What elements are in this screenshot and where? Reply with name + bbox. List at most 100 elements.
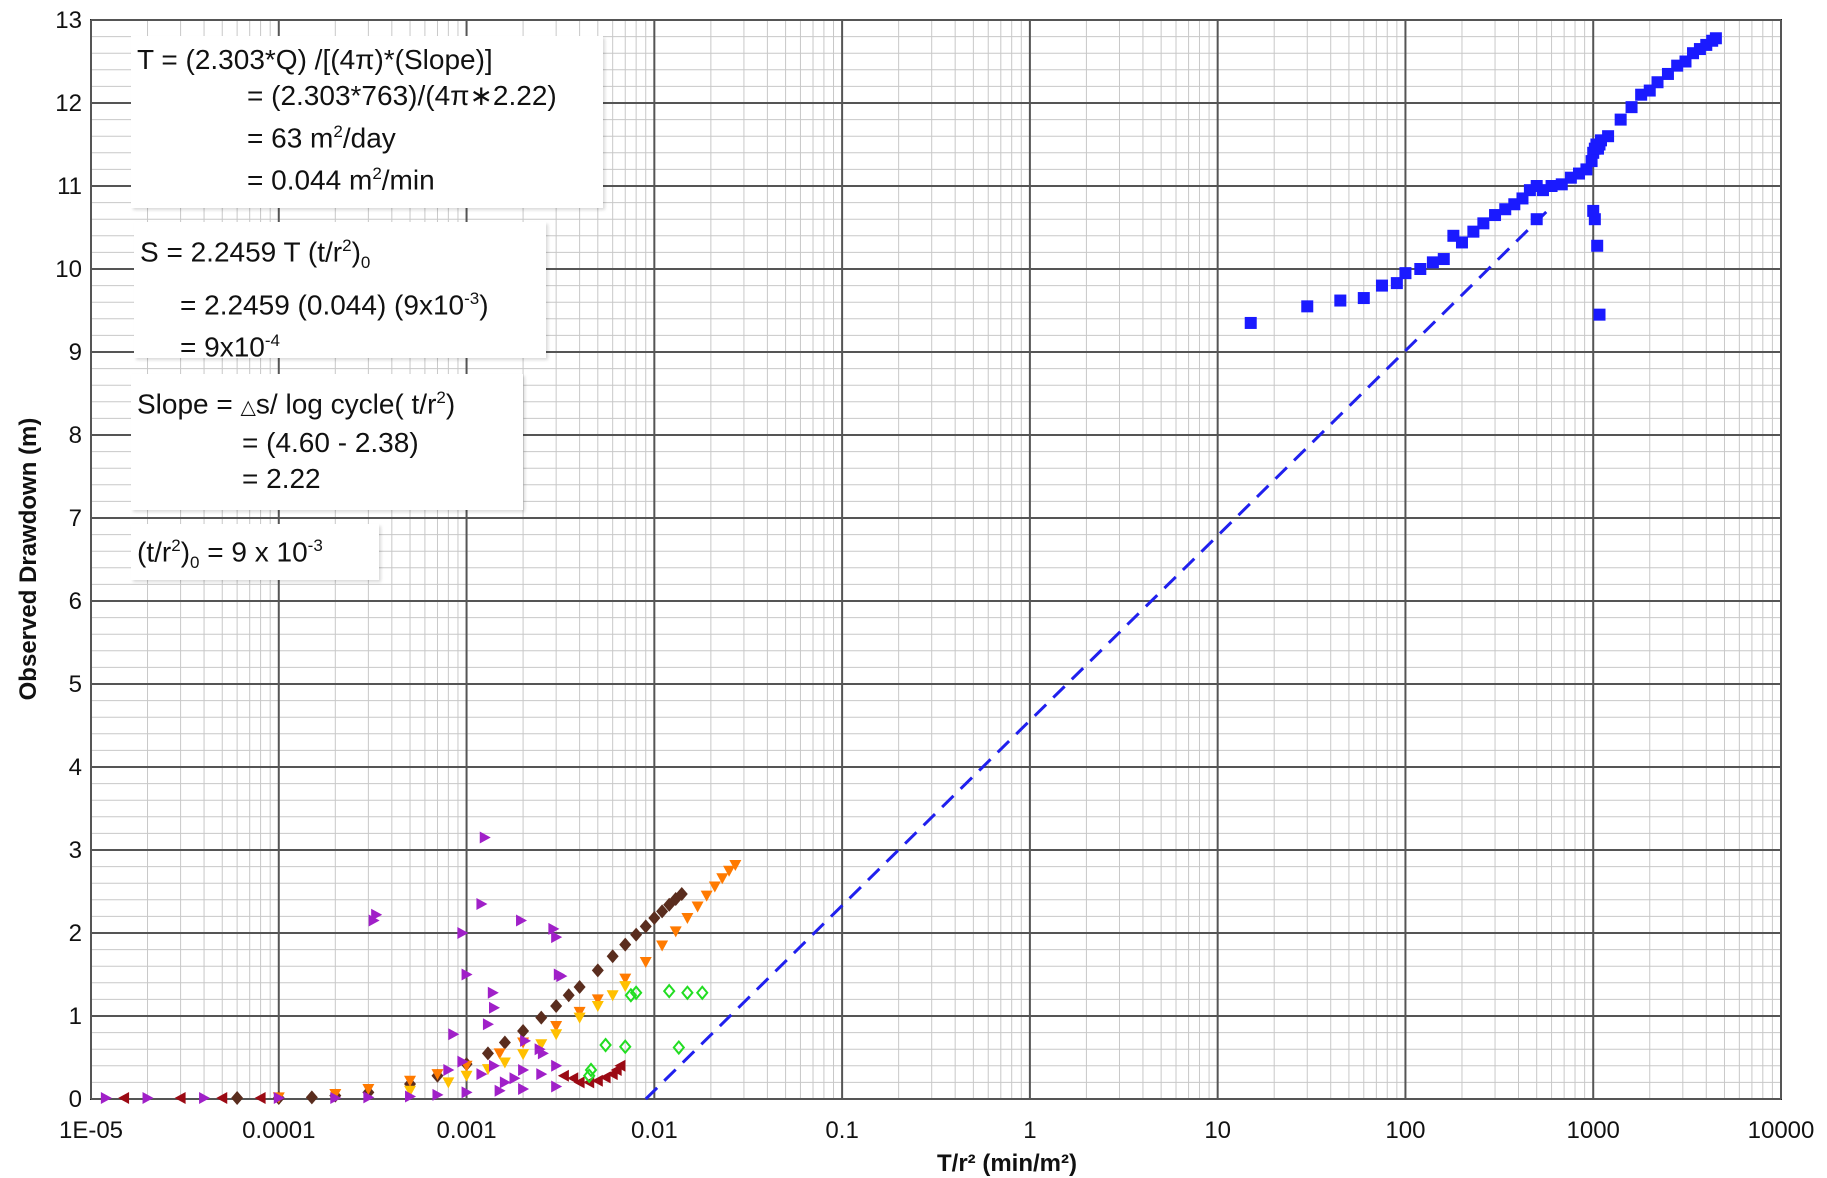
data-point-square [1357, 292, 1370, 305]
data-point-triangle-right [476, 1068, 488, 1081]
data-point-square [1499, 203, 1512, 216]
storativity-line-2-sup: -3 [464, 288, 480, 308]
x-tick-labels: 1E-05 0.0001 0.001 0.01 0.1 1 10 100 1000 10000 [59, 1117, 1814, 1144]
data-point-triangle-down [493, 1048, 506, 1060]
data-point-triangle-right [479, 831, 491, 844]
storativity-line-1-sup: 2 [342, 236, 352, 255]
data-point-triangle-left [174, 1092, 186, 1104]
data-point-triangle-left [254, 1092, 266, 1104]
data-point-triangle-right [494, 1084, 506, 1097]
data-point-triangle-down [716, 873, 729, 885]
data-point-square [1390, 277, 1403, 290]
data-point-triangle-down [708, 881, 721, 893]
storativity-line-1-sub: 0 [360, 252, 371, 272]
x-tick-label: 10 [1204, 1117, 1231, 1144]
data-point-triangle-right [520, 1034, 532, 1047]
slope-line-1-close: ) [445, 388, 456, 420]
data-point-triangle-right [537, 1047, 549, 1060]
data-point-triangle-down [591, 994, 604, 1006]
x-tick-label: 0.001 [437, 1117, 497, 1144]
y-tick-label: 5 [69, 671, 82, 698]
data-point-diamond [517, 1023, 530, 1038]
data-point-triangle-down [700, 890, 713, 902]
data-point-square [1530, 213, 1543, 226]
slope-box: Slope = △s/ log cycle( t/r2) = (4.60 - 2… [131, 374, 523, 510]
y-tick-label: 9 [69, 339, 82, 366]
data-point-triangle-right [461, 1086, 473, 1099]
data-point-diamond [675, 886, 688, 901]
data-point-triangle-down [729, 859, 742, 871]
data-point-diamond [648, 911, 661, 926]
x-tick-label: 0.01 [631, 1117, 678, 1144]
slope-line-1-main: Slope = [137, 388, 241, 420]
y-tick-label: 11 [57, 173, 82, 200]
intercept-open: (t/r [137, 536, 172, 568]
data-point-open-diamond [584, 1062, 598, 1078]
data-point-square [1593, 308, 1606, 321]
y-tick-label: 1 [69, 1003, 82, 1030]
data-point-triangle-right [461, 968, 473, 981]
storativity-line-3-sup: -4 [264, 331, 280, 351]
data-point-square [1545, 180, 1558, 192]
data-point-triangle-right [551, 1080, 563, 1093]
transmissivity-unit-day: /day [342, 122, 396, 154]
data-point-triangle-down [681, 913, 694, 925]
data-point-square [1555, 178, 1568, 191]
data-point-triangle-right [457, 1055, 469, 1068]
data-point-open-diamond [582, 1068, 596, 1084]
data-point-triangle-right [551, 1059, 563, 1072]
data-point-triangle-right [488, 1059, 500, 1072]
data-point-square [1414, 263, 1427, 275]
y-tick-label: 7 [69, 505, 82, 532]
data-point-square [1301, 300, 1314, 313]
data-point-triangle-right [516, 914, 528, 927]
data-point-diamond [639, 919, 652, 934]
data-point-triangle-right [509, 1072, 521, 1085]
storativity-line-1-main: S = 2.2459 T (t/r [140, 236, 343, 268]
data-point-triangle-left [118, 1092, 130, 1104]
data-point-square [1709, 32, 1722, 45]
data-point-triangle-right [273, 1092, 285, 1104]
data-point-triangle-down [442, 1077, 455, 1089]
intercept-sub: 0 [190, 552, 200, 572]
data-point-triangle-down [573, 1006, 586, 1018]
data-point-open-diamond [672, 1039, 686, 1056]
data-point-diamond [606, 949, 619, 964]
transmissivity-unit-min: /min [381, 164, 435, 196]
storativity-line-3-main: = 9x10 [180, 331, 265, 363]
storativity-line-1-close: ) [351, 236, 361, 268]
data-point-triangle-down [591, 1001, 604, 1013]
data-point-triangle-down [669, 926, 682, 938]
fit-line [644, 205, 1553, 1101]
data-point-diamond [535, 1010, 548, 1025]
storativity-line-3: = 9x10-4 [140, 323, 540, 365]
intercept-box: (t/r2)0 = 9 x 10-3 [131, 524, 379, 580]
data-point-triangle-right [448, 1028, 460, 1041]
data-point-triangle-down [619, 973, 632, 985]
data-point-open-diamond [662, 983, 676, 999]
data-point-triangle-right [482, 1018, 494, 1031]
data-point-diamond [656, 904, 669, 919]
transmissivity-sup-min: 2 [372, 164, 382, 184]
intercept-value-sup: -3 [307, 536, 323, 555]
intercept-value: = 9 x 10 [199, 536, 308, 568]
data-point-triangle-down [656, 940, 669, 952]
data-point-triangle-right [518, 1063, 530, 1076]
data-point-triangle-right [371, 908, 383, 921]
data-point-triangle-right [487, 986, 499, 999]
data-point-triangle-right [457, 927, 469, 939]
data-point-triangle-right [556, 970, 568, 983]
data-point-square [1625, 101, 1638, 114]
y-axis-title: Observed Drawdown (m) [15, 418, 42, 701]
fit-line-group [644, 205, 1553, 1101]
data-point-square [1489, 209, 1502, 222]
data-point-triangle-down [431, 1069, 444, 1081]
x-tick-label: 1E-05 [59, 1117, 123, 1144]
delta-symbol: △ [240, 396, 256, 419]
y-tick-label: 6 [69, 588, 82, 615]
data-point-triangle-right [330, 1092, 342, 1104]
transmissivity-line-4: = 0.044 m2/min [137, 156, 597, 198]
intercept-close: ) [180, 536, 191, 568]
data-point-triangle-down [639, 957, 652, 969]
data-point-triangle-down [498, 1057, 511, 1069]
